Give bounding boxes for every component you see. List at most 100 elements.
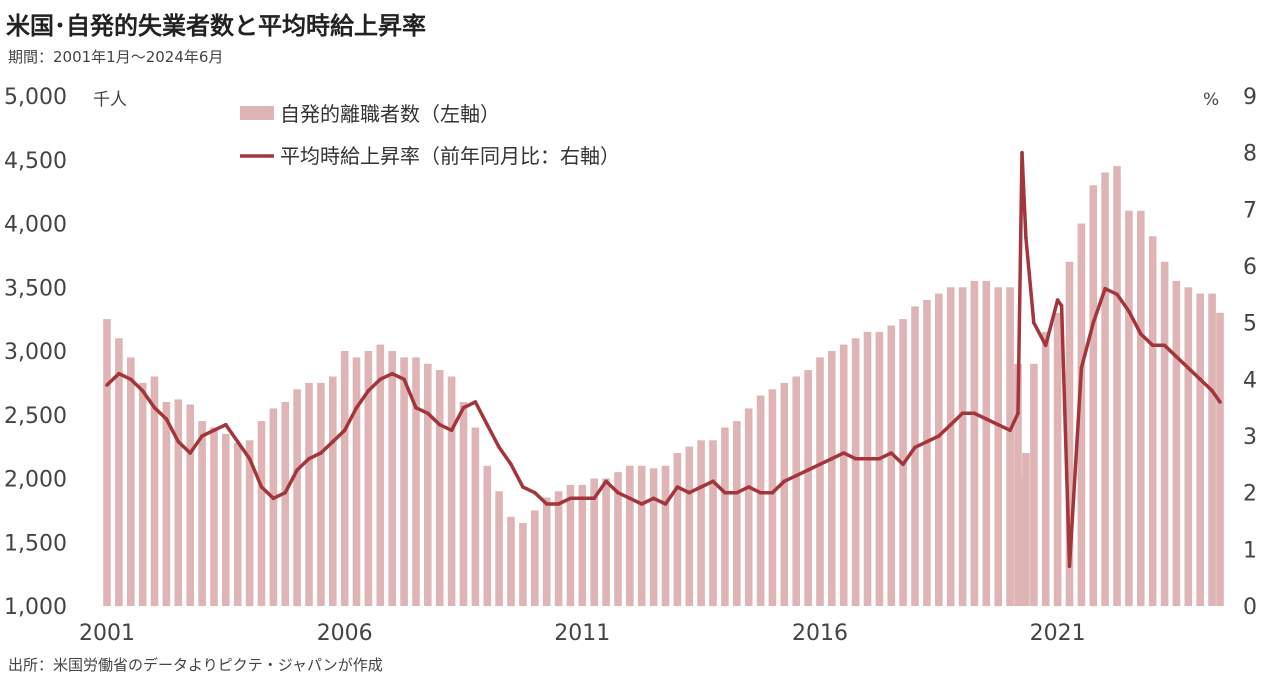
- bar: [649, 468, 658, 606]
- bar: [162, 402, 171, 606]
- bar: [1113, 166, 1121, 606]
- line-point: [853, 456, 858, 461]
- bar: [186, 404, 194, 606]
- line-point: [544, 502, 549, 506]
- bar: [661, 465, 670, 607]
- line-point: [1162, 343, 1167, 348]
- line-point: [877, 456, 882, 461]
- bar: [590, 478, 598, 606]
- line-point: [604, 479, 608, 484]
- bar: [1208, 293, 1216, 606]
- line-point: [1150, 343, 1155, 348]
- bar: [721, 427, 729, 606]
- bar: [352, 357, 361, 606]
- bar: [673, 453, 682, 606]
- bar: [1022, 453, 1030, 606]
- line-point: [723, 490, 727, 495]
- line-point: [140, 388, 145, 393]
- line-point: [105, 383, 109, 387]
- bar: [317, 382, 325, 606]
- line-point: [984, 417, 989, 421]
- left-tick-label: 3,000: [4, 340, 67, 365]
- bar: [709, 440, 717, 607]
- bar: [388, 351, 396, 606]
- right-tick-label: 2: [1243, 482, 1257, 507]
- line-point: [865, 456, 870, 461]
- right-tick-label: 6: [1243, 255, 1257, 280]
- bar: [626, 465, 634, 607]
- legend-label-bar: 自発的離職者数（左軸）: [280, 102, 500, 126]
- bar: [1065, 261, 1074, 607]
- line-point: [247, 456, 252, 461]
- x-tick-label: 2016: [792, 621, 848, 646]
- right-tick-label: 1: [1243, 538, 1257, 563]
- bar: [970, 280, 979, 606]
- line-point: [390, 371, 395, 376]
- bar: [578, 484, 587, 606]
- bar: [1014, 363, 1022, 607]
- line-point: [402, 377, 406, 382]
- bar: [269, 408, 278, 606]
- line-point: [449, 428, 454, 433]
- line-point: [628, 496, 632, 501]
- line-point: [426, 411, 430, 416]
- bar: [958, 287, 967, 607]
- bar: [435, 370, 444, 606]
- line-point: [342, 428, 347, 433]
- bar: [1006, 287, 1014, 607]
- line-point: [1067, 564, 1072, 569]
- bar: [1216, 312, 1224, 607]
- line-point: [1079, 366, 1084, 370]
- right-tick-label: 9: [1243, 85, 1257, 110]
- line-point: [1115, 292, 1119, 297]
- x-tick-label: 2011: [554, 621, 610, 646]
- line-point: [711, 479, 715, 484]
- bar: [1030, 363, 1038, 607]
- line-point: [1174, 354, 1179, 359]
- bar: [127, 357, 135, 606]
- line-point: [164, 417, 169, 421]
- bar: [1125, 210, 1133, 607]
- bar: [1101, 172, 1109, 606]
- line-series: [105, 150, 1222, 569]
- bar: [839, 344, 848, 606]
- line-point: [461, 405, 466, 410]
- bar: [245, 440, 254, 607]
- bar: [780, 382, 789, 606]
- line-point: [354, 405, 359, 410]
- chart-period: 期間：2001年1月～2024年6月: [8, 48, 224, 66]
- bar: [1041, 331, 1050, 606]
- bar: [1089, 185, 1098, 607]
- line-point: [996, 422, 1000, 427]
- bar: [911, 306, 919, 606]
- bar: [685, 446, 694, 606]
- line-point: [1198, 377, 1202, 382]
- line-point: [259, 485, 264, 489]
- bar: [697, 440, 705, 607]
- bar: [376, 344, 385, 606]
- bar: [531, 510, 539, 606]
- right-tick-label: 3: [1243, 425, 1257, 450]
- line-point: [307, 456, 311, 461]
- line-point: [675, 485, 680, 489]
- line-point: [117, 371, 121, 376]
- line-point: [1103, 286, 1107, 291]
- line-point: [580, 496, 585, 501]
- bar: [768, 389, 777, 607]
- line-point: [1055, 298, 1060, 302]
- bar: [233, 442, 242, 606]
- line-point: [129, 377, 133, 382]
- bar: [828, 351, 836, 606]
- line-point: [699, 485, 703, 489]
- x-tick-label: 2001: [79, 621, 135, 646]
- bar: [340, 351, 349, 606]
- line-point: [830, 456, 834, 461]
- line-point: [176, 439, 181, 444]
- right-tick-label: 5: [1243, 312, 1257, 337]
- line-point: [1016, 411, 1020, 416]
- bar: [982, 280, 991, 606]
- line-point: [556, 502, 561, 506]
- line-point: [758, 490, 763, 495]
- line-point: [1127, 309, 1131, 314]
- line-point: [283, 490, 288, 495]
